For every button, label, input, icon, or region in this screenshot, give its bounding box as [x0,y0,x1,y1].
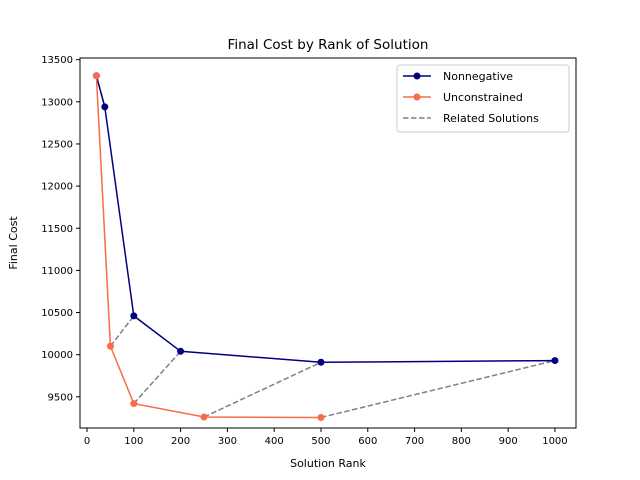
y-tick-label: 12500 [41,139,73,150]
legend: Nonnegative Unconstrained Related Solution… [396,64,570,133]
x-axis-title: Solution Rank [290,457,366,470]
plot-frame [79,57,577,429]
nonnegative-point [551,357,559,365]
y-tick-label: 11500 [41,224,73,235]
legend-label-unconstrained: Unconstrained [443,91,523,104]
nonnegative-series-line [95,75,555,364]
x-tick-label: 200 [171,436,190,447]
x-tick-label: 400 [265,436,284,447]
related-solution-line [133,350,182,405]
x-tick-label: 300 [218,436,237,447]
y-tick-label: 10000 [41,350,73,361]
y-tick-label: 13000 [41,97,73,108]
x-tick-label: 700 [405,436,424,447]
plot-area [92,72,559,421]
legend-label-related-solutions: Related Solutions [443,112,539,125]
legend-box [396,64,570,133]
y-tick-label: 12000 [41,182,73,193]
x-tick-label: 600 [358,436,377,447]
unconstrained-point [200,413,208,421]
legend-marker-nonnegative [413,72,421,80]
legend-label-nonnegative: Nonnegative [443,70,513,83]
y-axis-title: Final Cost [7,216,20,270]
nonnegative-point [130,312,138,320]
x-tick-label: 900 [499,436,518,447]
x-tick-label: 100 [124,436,143,447]
nonnegative-point [101,103,109,111]
legend-marker-unconstrained [413,93,421,101]
x-tick-label: 800 [452,436,471,447]
x-tick-label: 0 [84,436,90,447]
unconstrained-point [130,400,138,408]
nonnegative-point [177,347,185,355]
axis-ticks: 0 100 200 300 400 500 600 700 800 900 1000 9500 1000… [41,55,567,447]
related-solution-line [320,359,556,419]
x-tick-label: 500 [311,436,330,447]
x-tick-label: 1000 [542,436,567,447]
unconstrained-point [317,413,325,421]
unconstrained-point [106,342,114,350]
related-solution-line [109,315,135,347]
nonnegative-point [317,358,325,366]
unconstrained-point [92,72,100,80]
y-tick-label: 9500 [48,392,73,403]
chart-title: Final Cost by Rank of Solution [228,37,429,53]
related-solution-line [203,361,322,418]
y-tick-label: 11000 [41,266,73,277]
y-tick-label: 13500 [41,55,73,66]
y-tick-label: 10500 [41,308,73,319]
